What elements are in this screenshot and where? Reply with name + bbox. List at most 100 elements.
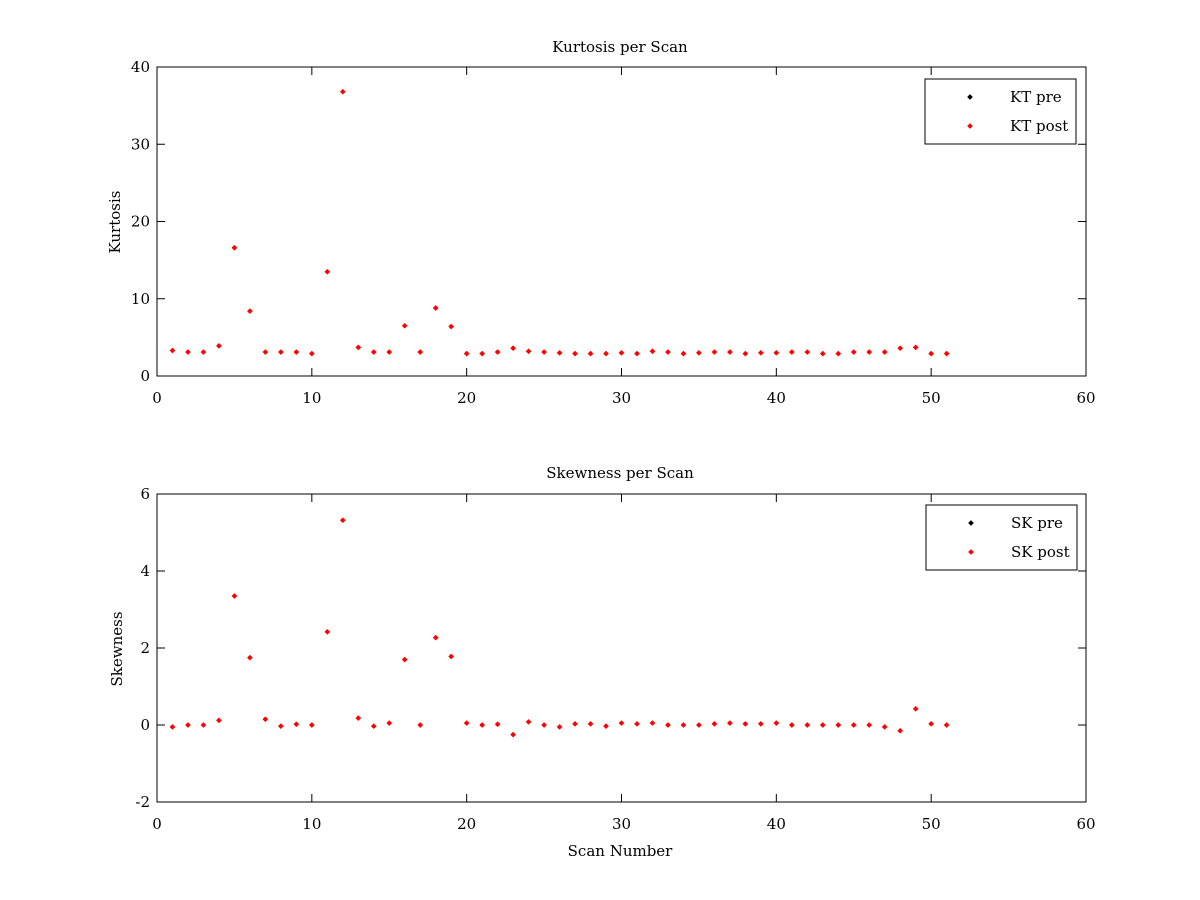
kurtosis-y-tick-label: 30	[131, 135, 150, 153]
kurtosis-point-post	[618, 349, 625, 356]
skewness-chart-title: Skewness per Scan	[546, 464, 694, 482]
skewness-point-post	[587, 720, 594, 727]
skewness-x-tick-label: 0	[152, 815, 162, 833]
kurtosis-point-post	[494, 349, 501, 356]
kurtosis-point-post	[386, 349, 393, 356]
skewness-y-tick-label: 6	[140, 485, 150, 503]
skewness-point-post	[835, 722, 842, 728]
kurtosis-point-post	[200, 349, 207, 356]
kurtosis-point-post	[308, 350, 315, 357]
skewness-y-tick-label: 0	[140, 716, 150, 734]
kurtosis-y-tick-label: 40	[131, 58, 150, 76]
kurtosis-point-post	[866, 349, 873, 356]
skewness-point-post	[185, 722, 191, 728]
kurtosis-point-post	[262, 349, 269, 356]
kurtosis-point-post	[835, 350, 842, 357]
skewness-x-tick-label: 40	[767, 815, 786, 833]
skewness-point-post	[432, 634, 439, 641]
kurtosis-point-post	[339, 88, 346, 95]
skewness-legend-box	[925, 504, 1078, 571]
kurtosis-point-post	[169, 347, 176, 354]
kurtosis-point-post	[928, 350, 935, 357]
kurtosis-point-post	[897, 345, 904, 352]
kurtosis-point-post	[695, 349, 702, 356]
kurtosis-point-post	[742, 350, 749, 357]
kurtosis-point-post	[912, 344, 919, 351]
skewness-point-post	[695, 722, 702, 728]
kurtosis-y-tick-label: 10	[131, 290, 150, 308]
kurtosis-x-tick-label: 20	[457, 389, 476, 407]
skewness-point-post	[215, 717, 222, 724]
skewness-point-post	[603, 723, 609, 730]
kurtosis-point-post	[819, 350, 826, 357]
skewness-point-post	[726, 720, 733, 727]
skewness-point-post	[866, 722, 873, 728]
skewness-point-post	[417, 722, 424, 728]
skewness-point-post	[370, 723, 377, 730]
skewness-point-post	[277, 723, 284, 730]
kurtosis-y-tick-label: 20	[131, 213, 150, 231]
kurtosis-y-axis-label: Kurtosis	[106, 191, 124, 254]
skewness-point-post	[649, 720, 656, 727]
kurtosis-point-post	[215, 342, 222, 349]
kurtosis-legend-box	[924, 78, 1077, 145]
skewness-point-post	[664, 722, 671, 728]
kurtosis-point-post	[603, 350, 609, 357]
skewness-point-post	[943, 722, 950, 728]
skewness-point-post	[541, 722, 548, 728]
kurtosis-point-post	[401, 322, 408, 329]
skewness-point-post	[479, 722, 486, 728]
kurtosis-point-post	[773, 349, 780, 356]
skewness-point-post	[200, 722, 207, 728]
skewness-point-post	[757, 720, 764, 727]
kurtosis-point-post	[881, 349, 888, 356]
skewness-point-post	[448, 653, 455, 660]
skewness-point-post	[556, 723, 563, 730]
skewness-point-post	[510, 731, 517, 738]
kurtosis-plot-area: 0 10 20 30 40 50 60 0 10 20 30 40 KT pre KT post	[131, 58, 1096, 407]
skewness-point-post	[680, 722, 687, 728]
kurtosis-point-post	[324, 268, 331, 275]
skewness-point-post	[711, 720, 718, 727]
skewness-point-post	[339, 517, 346, 524]
kurtosis-legend-label-post: KT post	[1010, 117, 1068, 135]
skewness-point-post	[788, 722, 795, 728]
kurtosis-x-tick-label: 40	[767, 389, 786, 407]
skewness-point-post	[819, 722, 826, 728]
skewness-x-tick-label: 60	[1076, 815, 1095, 833]
kurtosis-point-post	[432, 305, 439, 311]
skewness-point-post	[231, 593, 238, 599]
skewness-point-post	[850, 722, 857, 728]
skewness-y-tick-label: 4	[140, 562, 150, 580]
kurtosis-point-post	[417, 349, 424, 356]
kurtosis-x-tick-label: 60	[1076, 389, 1095, 407]
skewness-point-post	[355, 715, 362, 722]
kurtosis-point-post	[448, 323, 455, 330]
kurtosis-point-post	[479, 350, 486, 357]
skewness-legend-marker-pre	[968, 520, 974, 526]
kurtosis-chart-title: Kurtosis per Scan	[552, 38, 688, 56]
skewness-point-post	[308, 722, 315, 728]
kurtosis-point-post	[726, 349, 733, 356]
kurtosis-x-tick-label: 30	[612, 389, 631, 407]
skewness-point-post	[928, 720, 935, 727]
skewness-x-tick-label: 20	[457, 815, 476, 833]
skewness-point-post	[463, 720, 470, 727]
skewness-y-tick-label: -2	[135, 793, 150, 811]
kurtosis-legend-marker-pre	[967, 94, 973, 100]
skewness-x-tick-label: 50	[922, 815, 941, 833]
kurtosis-point-post	[370, 349, 377, 356]
kurtosis-point-post	[711, 349, 718, 356]
skewness-legend-label-pre: SK pre	[1011, 514, 1063, 532]
skewness-point-post	[246, 654, 253, 661]
skewness-point-post	[262, 716, 269, 723]
kurtosis-point-post	[943, 350, 950, 357]
kurtosis-point-post	[634, 350, 640, 357]
skewness-point-post	[897, 727, 904, 734]
kurtosis-legend-marker-post	[967, 123, 973, 129]
kurtosis-legend-label-pre: KT pre	[1010, 88, 1062, 106]
kurtosis-x-tick-label: 0	[152, 389, 162, 407]
skewness-point-post	[804, 722, 811, 728]
kurtosis-x-tick-label: 50	[922, 389, 941, 407]
